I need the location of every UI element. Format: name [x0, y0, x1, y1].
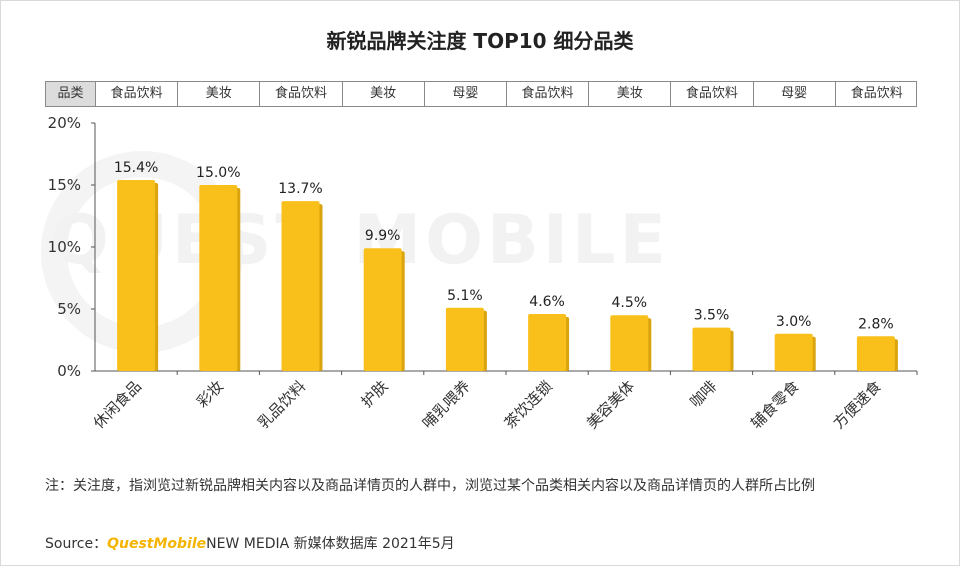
y-tick-label: 10%	[48, 238, 81, 256]
footnote: 注：关注度，指浏览过新锐品牌相关内容以及商品详情页的人群中，浏览过某个品类相关内…	[45, 478, 815, 494]
bar	[117, 180, 156, 371]
category-group-cell: 食品饮料	[507, 82, 590, 106]
bar	[528, 313, 567, 371]
x-category-label: 方便速食	[830, 377, 885, 432]
source-prefix: Source：	[45, 536, 108, 552]
category-group-header: 品类	[46, 82, 96, 106]
chart-title: 新锐品牌关注度 TOP10 细分品类	[326, 29, 634, 53]
y-tick-label: 15%	[48, 176, 81, 194]
bar-value-label: 15.0%	[196, 165, 240, 181]
x-category-label: 哺乳喂养	[419, 377, 474, 432]
y-tick-label: 5%	[57, 300, 81, 318]
bar-value-label: 13.7%	[278, 181, 322, 197]
bar-chart: 0% 5% 10% 15% 20% 15.4% 休闲食品 15.0% 彩妆 13.7% 乳品饮料 9.…	[48, 114, 918, 432]
y-tick-label: 20%	[48, 114, 81, 132]
bar	[281, 201, 320, 371]
bar-value-label: 5.1%	[447, 288, 483, 304]
x-category-label: 美容美体	[583, 377, 638, 432]
bar	[774, 333, 813, 371]
bar	[445, 307, 484, 371]
category-group-cell: 食品饮料	[671, 82, 754, 106]
bar	[199, 185, 238, 371]
x-category-label: 辅食零食	[747, 377, 802, 432]
x-category-label: 休闲食品	[90, 377, 145, 432]
source-suffix: NEW MEDIA 新媒体数据库 2021年5月	[206, 536, 455, 552]
bar-value-label: 2.8%	[858, 316, 894, 332]
x-category-label: 护肤	[358, 377, 392, 411]
category-group-cell: 母婴	[425, 82, 507, 106]
category-group-cell: 食品饮料	[260, 82, 343, 106]
source-line: Source：QuestMobileNEW MEDIA 新媒体数据库 2021年…	[45, 533, 455, 553]
bar-value-label: 4.6%	[529, 294, 565, 310]
bar-value-label: 3.0%	[776, 314, 812, 330]
category-group-cell: 美妆	[589, 82, 672, 106]
source-brand-logo: QuestMobile	[107, 536, 207, 552]
category-group-row: 品类 食品饮料 美妆 食品饮料 美妆 母婴 食品饮料 美妆 食品饮料 母婴 食品…	[45, 81, 917, 107]
bar-value-label: 9.9%	[365, 228, 401, 244]
category-group-cell: 母婴	[754, 82, 836, 106]
bar	[856, 336, 895, 371]
bar	[363, 248, 402, 371]
category-group-cell: 食品饮料	[850, 86, 903, 101]
category-group-cell: 美妆	[343, 82, 425, 106]
bar-value-label: 3.5%	[694, 308, 730, 324]
y-tick-label: 0%	[57, 362, 81, 380]
category-group-cell: 美妆	[178, 82, 261, 106]
x-category-label: 乳品饮料	[254, 377, 309, 432]
category-group-cell: 食品饮料	[96, 82, 179, 106]
bar	[692, 327, 731, 371]
bar-value-label: 15.4%	[114, 160, 158, 176]
bar-value-label: 4.5%	[612, 295, 648, 311]
x-category-label: 咖啡	[686, 377, 720, 411]
x-category-label: 彩妆	[193, 377, 227, 411]
bar	[610, 315, 649, 371]
x-category-label: 茶饮连锁	[501, 377, 556, 432]
